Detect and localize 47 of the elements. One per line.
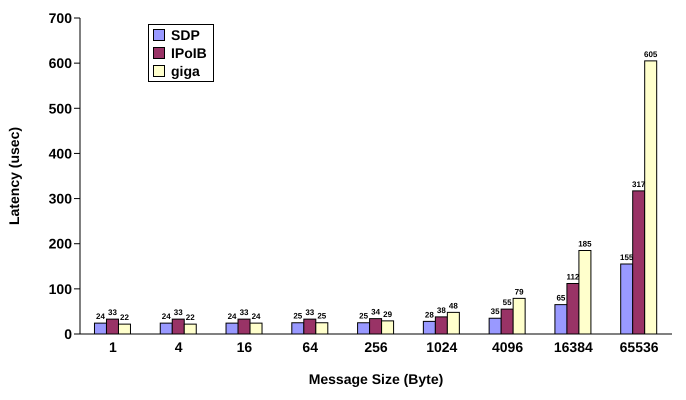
data-label: 35 xyxy=(490,307,500,316)
data-label: 33 xyxy=(240,308,250,318)
data-label: 55 xyxy=(502,298,512,308)
data-label: 24 xyxy=(252,312,262,322)
y-tick-label: 600 xyxy=(48,55,72,72)
data-label: 24 xyxy=(228,312,238,322)
x-axis-title: Message Size (Byte) xyxy=(308,371,444,387)
data-label: 24 xyxy=(96,312,106,322)
x-tick-label: 65536 xyxy=(620,338,659,355)
data-label: 65 xyxy=(556,294,566,303)
data-label: 48 xyxy=(448,301,458,310)
y-axis-title: Latency (usec) xyxy=(6,126,22,226)
x-tick-label: 16 xyxy=(236,338,252,355)
y-tick-label: 0 xyxy=(64,326,72,342)
data-label: 25 xyxy=(293,312,303,321)
data-label: 34 xyxy=(371,308,381,317)
x-tick-label: 1 xyxy=(108,338,117,355)
data-label: 28 xyxy=(424,310,434,320)
legend-label: IPoIB xyxy=(171,44,207,62)
legend-label: giga xyxy=(171,62,200,80)
data-label: 24 xyxy=(162,312,172,322)
x-tick-label: 4096 xyxy=(492,338,524,355)
y-tick-label: 100 xyxy=(48,280,72,297)
y-tick-label: 500 xyxy=(48,100,72,116)
legend-label: SDP xyxy=(171,26,200,44)
data-label: 605 xyxy=(644,50,658,59)
data-label: 38 xyxy=(436,306,446,315)
data-label: 22 xyxy=(186,313,196,322)
y-tick-label: 200 xyxy=(48,236,72,252)
data-label: 29 xyxy=(383,310,393,319)
data-label: 25 xyxy=(317,312,327,321)
data-label: 25 xyxy=(359,312,369,321)
data-label: 33 xyxy=(174,308,184,318)
y-tick-label: 700 xyxy=(48,10,72,26)
y-tick-label: 400 xyxy=(48,145,72,162)
data-label: 22 xyxy=(120,313,130,322)
data-label: 33 xyxy=(305,308,315,318)
x-tick-label: 16384 xyxy=(554,338,594,355)
y-tick-label: 300 xyxy=(48,190,72,207)
data-label: 185 xyxy=(578,239,592,248)
data-label: 112 xyxy=(566,272,580,282)
x-tick-label: 4 xyxy=(174,338,183,355)
x-tick-label: 64 xyxy=(302,338,318,355)
x-tick-label: 1024 xyxy=(426,338,458,355)
data-label: 33 xyxy=(108,308,118,318)
data-label: 79 xyxy=(514,287,524,296)
x-tick-label: 256 xyxy=(364,338,388,355)
